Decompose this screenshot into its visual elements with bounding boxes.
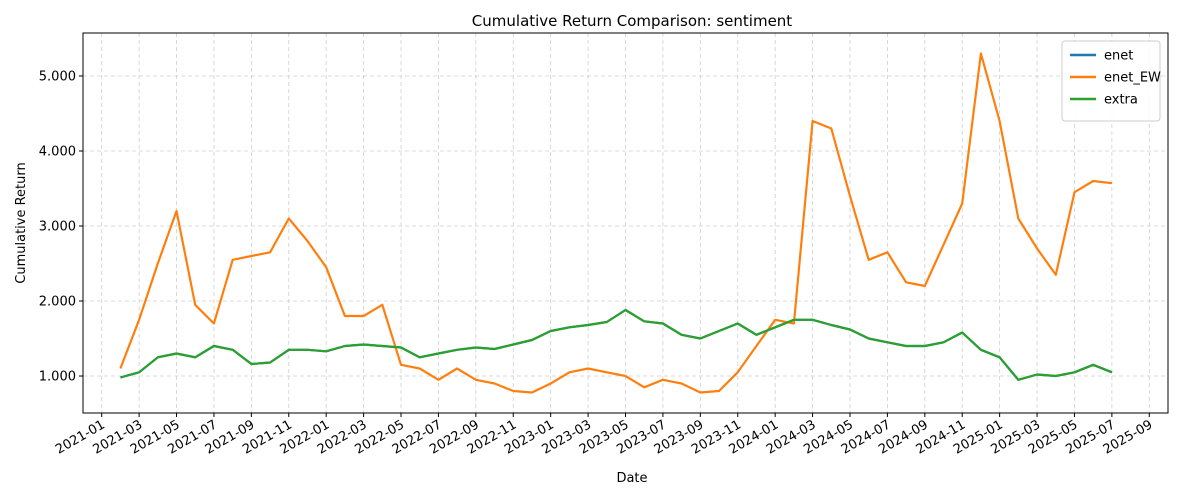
series-line xyxy=(119,52,1113,394)
series-line xyxy=(120,308,1113,381)
legend-box xyxy=(1061,40,1161,122)
legend-label: enet_EW xyxy=(1104,71,1161,86)
y-tick-label: 5.000 xyxy=(39,69,76,84)
x-axis-label: Date xyxy=(616,471,647,486)
y-tick-label: 4.000 xyxy=(39,144,76,159)
y-axis-label: Cumulative Return xyxy=(14,162,29,283)
legend-label: enet xyxy=(1104,49,1133,64)
series-line xyxy=(120,308,1113,381)
chart-title: Cumulative Return Comparison: sentiment xyxy=(472,12,793,30)
legend-label: extra xyxy=(1104,93,1138,108)
y-tick-label: 3.000 xyxy=(39,220,76,235)
axes-frame xyxy=(82,32,1169,414)
y-tick-label: 2.000 xyxy=(39,295,76,310)
y-tick-label: 1.000 xyxy=(39,370,76,385)
